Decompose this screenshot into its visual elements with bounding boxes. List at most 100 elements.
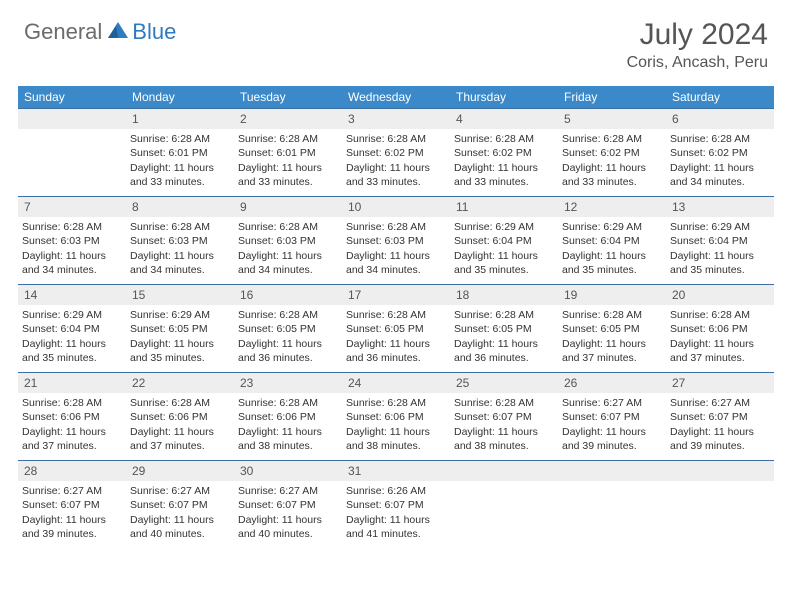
day-cell: 6Sunrise: 6:28 AMSunset: 6:02 PMDaylight… xyxy=(666,108,774,196)
sunrise-text: Sunrise: 6:29 AM xyxy=(22,308,122,322)
day-cell: 20Sunrise: 6:28 AMSunset: 6:06 PMDayligh… xyxy=(666,284,774,372)
day-number: 8 xyxy=(126,196,234,217)
day-number: 22 xyxy=(126,372,234,393)
day-cell: 11Sunrise: 6:29 AMSunset: 6:04 PMDayligh… xyxy=(450,196,558,284)
week-row: 21Sunrise: 6:28 AMSunset: 6:06 PMDayligh… xyxy=(18,372,774,460)
day-number: 21 xyxy=(18,372,126,393)
sunrise-text: Sunrise: 6:27 AM xyxy=(670,396,770,410)
day-number: 19 xyxy=(558,284,666,305)
daylight-text: Daylight: 11 hours and 39 minutes. xyxy=(670,425,770,453)
daylight-text: Daylight: 11 hours and 33 minutes. xyxy=(454,161,554,189)
sunset-text: Sunset: 6:05 PM xyxy=(454,322,554,336)
day-cell: 5Sunrise: 6:28 AMSunset: 6:02 PMDaylight… xyxy=(558,108,666,196)
day-number xyxy=(666,460,774,481)
day-number: 26 xyxy=(558,372,666,393)
day-number: 23 xyxy=(234,372,342,393)
day-cell: 31Sunrise: 6:26 AMSunset: 6:07 PMDayligh… xyxy=(342,460,450,548)
day-number: 10 xyxy=(342,196,450,217)
location-text: Coris, Ancash, Peru xyxy=(627,54,768,72)
sunrise-text: Sunrise: 6:28 AM xyxy=(130,132,230,146)
day-number: 15 xyxy=(126,284,234,305)
daylight-text: Daylight: 11 hours and 33 minutes. xyxy=(346,161,446,189)
daylight-text: Daylight: 11 hours and 39 minutes. xyxy=(562,425,662,453)
sunrise-text: Sunrise: 6:28 AM xyxy=(562,308,662,322)
dow-cell: Friday xyxy=(558,86,666,108)
sunrise-text: Sunrise: 6:28 AM xyxy=(238,308,338,322)
daylight-text: Daylight: 11 hours and 36 minutes. xyxy=(346,337,446,365)
sunrise-text: Sunrise: 6:28 AM xyxy=(454,132,554,146)
day-cell: 2Sunrise: 6:28 AMSunset: 6:01 PMDaylight… xyxy=(234,108,342,196)
day-number: 1 xyxy=(126,108,234,129)
sunset-text: Sunset: 6:02 PM xyxy=(562,146,662,160)
calendar: SundayMondayTuesdayWednesdayThursdayFrid… xyxy=(18,86,774,548)
sunset-text: Sunset: 6:07 PM xyxy=(454,410,554,424)
month-title: July 2024 xyxy=(627,18,768,52)
sunset-text: Sunset: 6:03 PM xyxy=(22,234,122,248)
day-number: 31 xyxy=(342,460,450,481)
sunset-text: Sunset: 6:07 PM xyxy=(130,498,230,512)
sunrise-text: Sunrise: 6:28 AM xyxy=(346,220,446,234)
day-number: 25 xyxy=(450,372,558,393)
logo: General Blue xyxy=(24,18,176,45)
daylight-text: Daylight: 11 hours and 37 minutes. xyxy=(130,425,230,453)
sunrise-text: Sunrise: 6:28 AM xyxy=(670,132,770,146)
sunrise-text: Sunrise: 6:26 AM xyxy=(346,484,446,498)
sunrise-text: Sunrise: 6:28 AM xyxy=(346,308,446,322)
daylight-text: Daylight: 11 hours and 38 minutes. xyxy=(454,425,554,453)
day-cell: 19Sunrise: 6:28 AMSunset: 6:05 PMDayligh… xyxy=(558,284,666,372)
day-cell: 27Sunrise: 6:27 AMSunset: 6:07 PMDayligh… xyxy=(666,372,774,460)
sunrise-text: Sunrise: 6:27 AM xyxy=(238,484,338,498)
day-number: 20 xyxy=(666,284,774,305)
sunset-text: Sunset: 6:07 PM xyxy=(562,410,662,424)
day-cell: 13Sunrise: 6:29 AMSunset: 6:04 PMDayligh… xyxy=(666,196,774,284)
sunset-text: Sunset: 6:06 PM xyxy=(238,410,338,424)
dow-cell: Saturday xyxy=(666,86,774,108)
sunset-text: Sunset: 6:03 PM xyxy=(238,234,338,248)
dow-cell: Sunday xyxy=(18,86,126,108)
week-row: 1Sunrise: 6:28 AMSunset: 6:01 PMDaylight… xyxy=(18,108,774,196)
day-number: 9 xyxy=(234,196,342,217)
day-number: 2 xyxy=(234,108,342,129)
day-number: 5 xyxy=(558,108,666,129)
sunrise-text: Sunrise: 6:29 AM xyxy=(562,220,662,234)
sunset-text: Sunset: 6:04 PM xyxy=(670,234,770,248)
sunset-text: Sunset: 6:06 PM xyxy=(670,322,770,336)
sunset-text: Sunset: 6:05 PM xyxy=(562,322,662,336)
day-cell: 8Sunrise: 6:28 AMSunset: 6:03 PMDaylight… xyxy=(126,196,234,284)
sunset-text: Sunset: 6:05 PM xyxy=(238,322,338,336)
day-cell xyxy=(450,460,558,548)
day-number: 29 xyxy=(126,460,234,481)
daylight-text: Daylight: 11 hours and 40 minutes. xyxy=(238,513,338,541)
sunset-text: Sunset: 6:05 PM xyxy=(130,322,230,336)
sunrise-text: Sunrise: 6:27 AM xyxy=(22,484,122,498)
sunset-text: Sunset: 6:02 PM xyxy=(346,146,446,160)
day-number: 7 xyxy=(18,196,126,217)
day-number: 27 xyxy=(666,372,774,393)
daylight-text: Daylight: 11 hours and 34 minutes. xyxy=(346,249,446,277)
dow-cell: Thursday xyxy=(450,86,558,108)
sunset-text: Sunset: 6:03 PM xyxy=(346,234,446,248)
sunset-text: Sunset: 6:02 PM xyxy=(454,146,554,160)
day-number: 16 xyxy=(234,284,342,305)
sunset-text: Sunset: 6:06 PM xyxy=(130,410,230,424)
day-cell: 30Sunrise: 6:27 AMSunset: 6:07 PMDayligh… xyxy=(234,460,342,548)
sunrise-text: Sunrise: 6:28 AM xyxy=(670,308,770,322)
day-number: 6 xyxy=(666,108,774,129)
day-cell: 1Sunrise: 6:28 AMSunset: 6:01 PMDaylight… xyxy=(126,108,234,196)
day-cell xyxy=(558,460,666,548)
sunset-text: Sunset: 6:01 PM xyxy=(238,146,338,160)
day-number xyxy=(18,108,126,129)
sunset-text: Sunset: 6:07 PM xyxy=(346,498,446,512)
day-cell: 4Sunrise: 6:28 AMSunset: 6:02 PMDaylight… xyxy=(450,108,558,196)
header: General Blue July 2024 Coris, Ancash, Pe… xyxy=(0,0,792,80)
daylight-text: Daylight: 11 hours and 36 minutes. xyxy=(238,337,338,365)
sunrise-text: Sunrise: 6:28 AM xyxy=(562,132,662,146)
sail-icon xyxy=(106,20,130,45)
sunrise-text: Sunrise: 6:27 AM xyxy=(562,396,662,410)
day-number: 24 xyxy=(342,372,450,393)
day-number xyxy=(450,460,558,481)
sunrise-text: Sunrise: 6:29 AM xyxy=(130,308,230,322)
logo-text-general: General xyxy=(24,19,102,45)
day-cell: 28Sunrise: 6:27 AMSunset: 6:07 PMDayligh… xyxy=(18,460,126,548)
sunrise-text: Sunrise: 6:28 AM xyxy=(238,132,338,146)
